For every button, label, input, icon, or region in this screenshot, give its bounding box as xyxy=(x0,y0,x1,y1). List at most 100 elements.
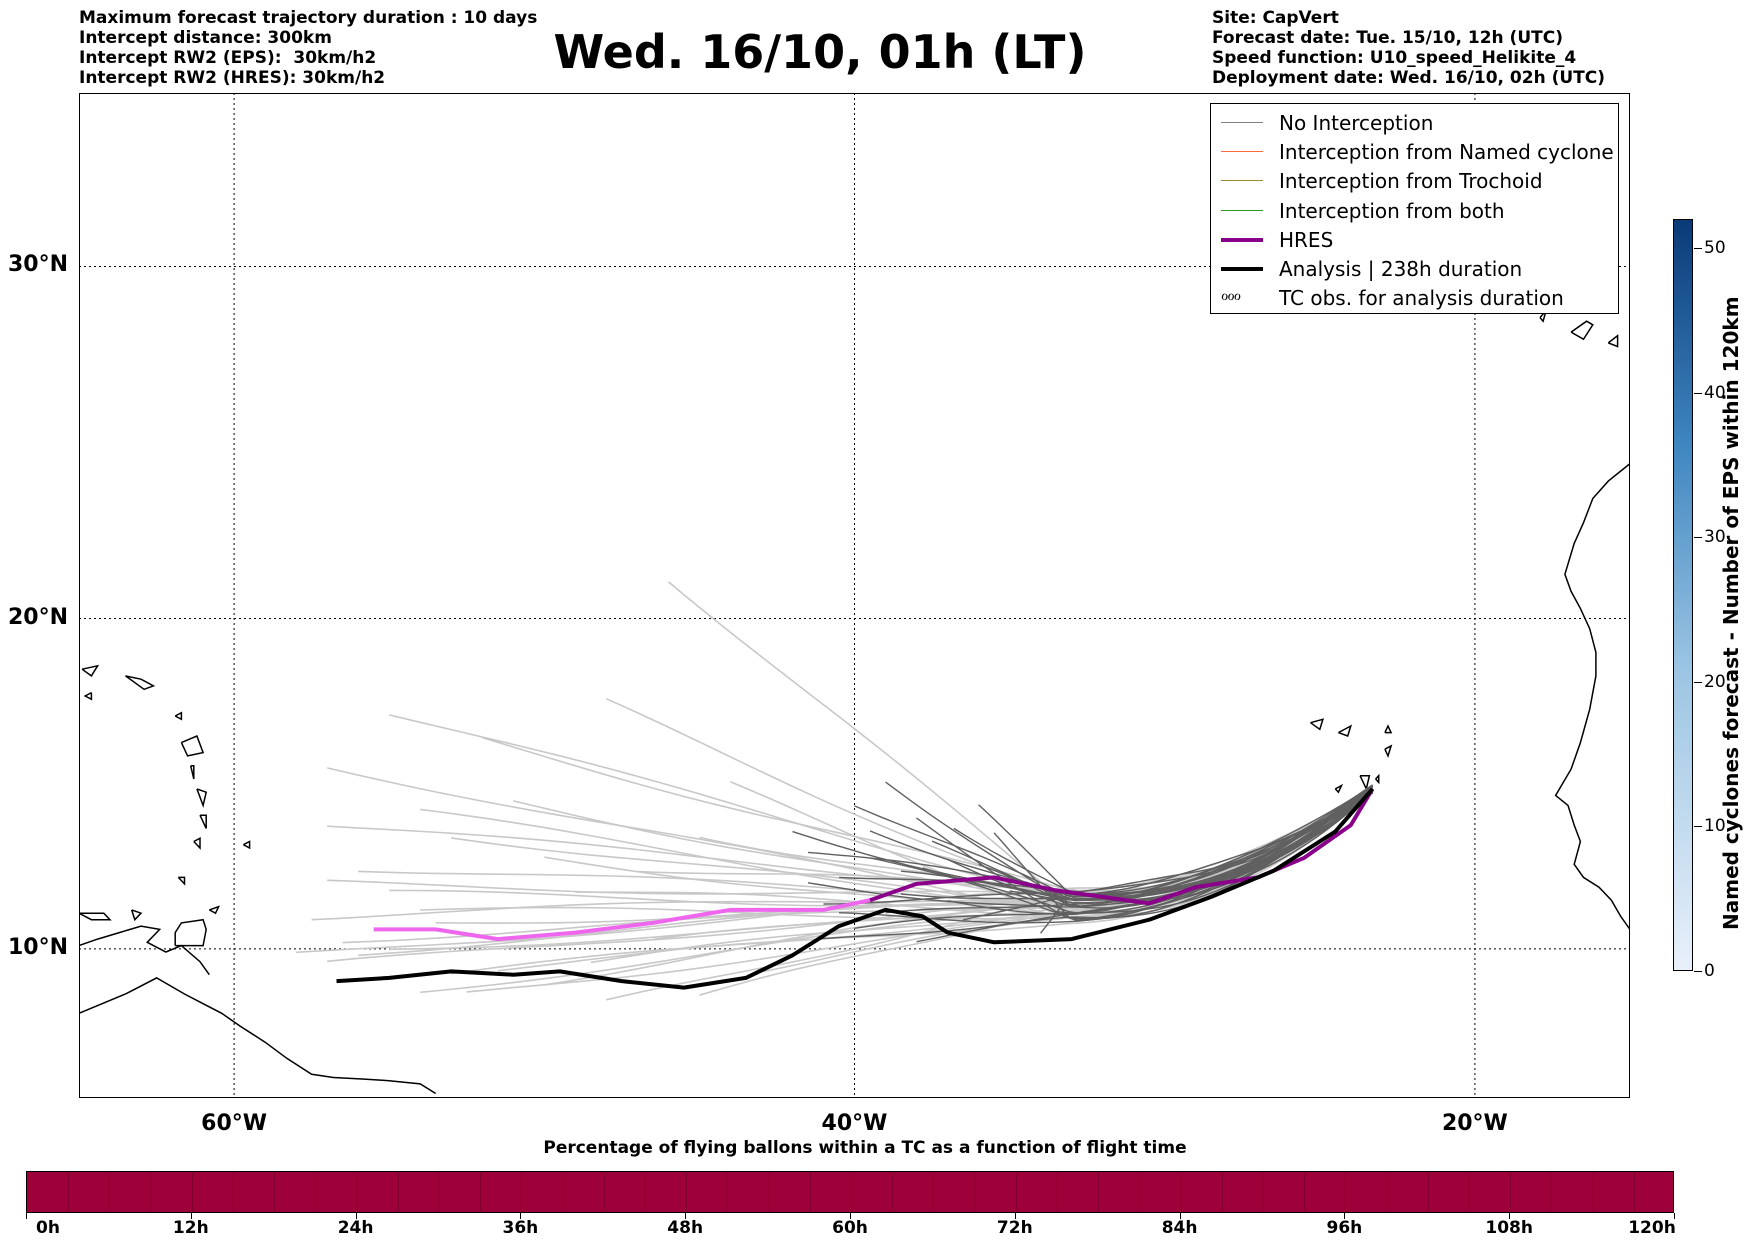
colorbar-division xyxy=(1469,1172,1470,1212)
colorbar-division xyxy=(851,1172,852,1212)
named-cyclone-colorbar-title: Named cyclones forecast - Number of EPS … xyxy=(1719,296,1743,930)
param-line-3: Intercept RW2 (HRES): 30km/h2 xyxy=(79,68,386,88)
legend-line-swatch xyxy=(1217,262,1267,276)
site-line-2: Speed function: U10_speed_Helikite_4 xyxy=(1212,48,1577,68)
colorbar-division xyxy=(645,1172,646,1212)
coastline-segment xyxy=(1338,724,1353,737)
coastline-segment xyxy=(83,691,93,701)
colorbar-tick-label: 0 xyxy=(1704,961,1715,981)
colorbar-division xyxy=(233,1172,234,1212)
legend-item: Interception from both xyxy=(1217,196,1618,225)
coastline-segment xyxy=(193,836,201,850)
eps-trajectory xyxy=(916,790,1373,921)
colorbar-tick-label: 120h xyxy=(1628,1218,1676,1238)
colorbar-tick xyxy=(1694,537,1702,539)
colorbar-division xyxy=(727,1172,729,1212)
coastline-segment xyxy=(180,735,205,757)
colorbar-division xyxy=(1386,1172,1388,1212)
flight-time-colorbar-title: Percentage of flying ballons within a TC… xyxy=(543,1138,1187,1158)
colorbar-tick-label: 84h xyxy=(1161,1218,1198,1238)
coastline-segment xyxy=(1607,334,1619,348)
colorbar-tick-label: 0h xyxy=(36,1218,60,1238)
colorbar-division xyxy=(1345,1172,1347,1212)
colorbar-division xyxy=(191,1172,193,1212)
colorbar-division xyxy=(1180,1172,1182,1212)
colorbar-division xyxy=(439,1172,440,1212)
colorbar-tick xyxy=(1694,392,1702,394)
colorbar-tick xyxy=(26,1213,27,1219)
colorbar-division xyxy=(1633,1172,1635,1212)
legend-label: Interception from Named cyclone xyxy=(1279,139,1614,164)
legend-item: No Interception xyxy=(1217,108,1618,137)
colorbar-tick-label: 36h xyxy=(502,1218,539,1238)
colorbar-division xyxy=(521,1172,523,1212)
colorbar-division xyxy=(562,1172,564,1212)
trajectory-map xyxy=(79,93,1630,1098)
colorbar-division xyxy=(397,1172,399,1212)
legend-item: HRES xyxy=(1217,225,1618,254)
coastline-segment xyxy=(79,925,210,976)
param-line-0: Maximum forecast trajectory duration : 1… xyxy=(79,8,538,28)
colorbar-division xyxy=(1015,1172,1017,1212)
site-info: Site: CapVert Forecast date: Tue. 15/10, … xyxy=(1212,8,1605,88)
colorbar-tick-label: 108h xyxy=(1485,1218,1533,1238)
coastline-segment xyxy=(125,675,156,691)
eps-trajectory xyxy=(817,792,1373,940)
eps-trajectory xyxy=(1009,786,1373,904)
coastline-segment xyxy=(1570,320,1594,341)
colorbar-tick xyxy=(850,1213,851,1219)
site-line-0: Site: CapVert xyxy=(1212,8,1339,28)
colorbar-tick xyxy=(355,1213,357,1219)
tc-symbol-icon: ℴℴℴ xyxy=(1221,285,1241,305)
named-cyclone-colorbar xyxy=(1673,219,1693,971)
colorbar-tick-label: 24h xyxy=(337,1218,374,1238)
colorbar-tick xyxy=(1509,1213,1511,1219)
hres-track-late xyxy=(373,898,871,942)
legend-label: Analysis | 238h duration xyxy=(1279,257,1523,282)
colorbar-tick xyxy=(1694,681,1702,683)
colorbar-division xyxy=(356,1172,358,1212)
legend-line-swatch xyxy=(1217,145,1267,159)
colorbar-division xyxy=(1098,1172,1100,1212)
colorbar-division xyxy=(686,1172,688,1212)
coastline-segment xyxy=(130,909,143,922)
colorbar-tick-label: 12h xyxy=(172,1218,209,1238)
legend-item: Analysis | 238h duration xyxy=(1217,254,1618,283)
colorbar-division xyxy=(1510,1172,1512,1212)
colorbar-division xyxy=(109,1172,111,1212)
lat-label: 20°N xyxy=(8,604,69,630)
colorbar-division xyxy=(1263,1172,1264,1212)
lat-label: 30°N xyxy=(8,252,69,278)
legend-line-swatch xyxy=(1217,204,1267,218)
colorbar-tick xyxy=(520,1213,522,1219)
site-line-1: Forecast date: Tue. 15/10, 12h (UTC) xyxy=(1212,28,1563,48)
colorbar-division xyxy=(768,1172,770,1212)
colorbar-tick xyxy=(1694,971,1702,972)
colorbar-tick-label: 48h xyxy=(667,1218,704,1238)
lon-label: 40°W xyxy=(821,1111,888,1136)
map-legend: No Interception Interception from Named c… xyxy=(1210,103,1619,314)
main-tracks xyxy=(336,787,1375,990)
coastline-segment xyxy=(1359,774,1371,792)
legend-item: ℴℴℴ TC obs. for analysis duration xyxy=(1217,284,1618,313)
lat-label: 10°N xyxy=(8,934,69,960)
param-line-1: Intercept distance: 300km xyxy=(79,28,332,48)
legend-label: No Interception xyxy=(1279,110,1434,135)
map-frame xyxy=(79,93,1630,1098)
colorbar-tick xyxy=(1344,1213,1346,1219)
colorbar-tick-label: 72h xyxy=(996,1218,1033,1238)
colorbar-tick-label: 30 xyxy=(1704,527,1726,548)
coastline-segment xyxy=(1384,744,1393,758)
colorbar-division xyxy=(974,1172,976,1212)
analysis-track xyxy=(336,787,1375,990)
coastline-segment xyxy=(1334,783,1344,794)
legend-line-swatch xyxy=(1217,116,1267,130)
legend-line-swatch xyxy=(1217,233,1267,247)
legend-label: TC obs. for analysis duration xyxy=(1279,286,1564,311)
lon-label: 60°W xyxy=(201,1111,268,1136)
coastline-segment xyxy=(189,765,195,780)
colorbar-division xyxy=(315,1172,317,1212)
colorbar-tick-label: 10 xyxy=(1704,816,1726,837)
hres-track xyxy=(869,787,1375,906)
colorbar-division xyxy=(1139,1172,1141,1212)
